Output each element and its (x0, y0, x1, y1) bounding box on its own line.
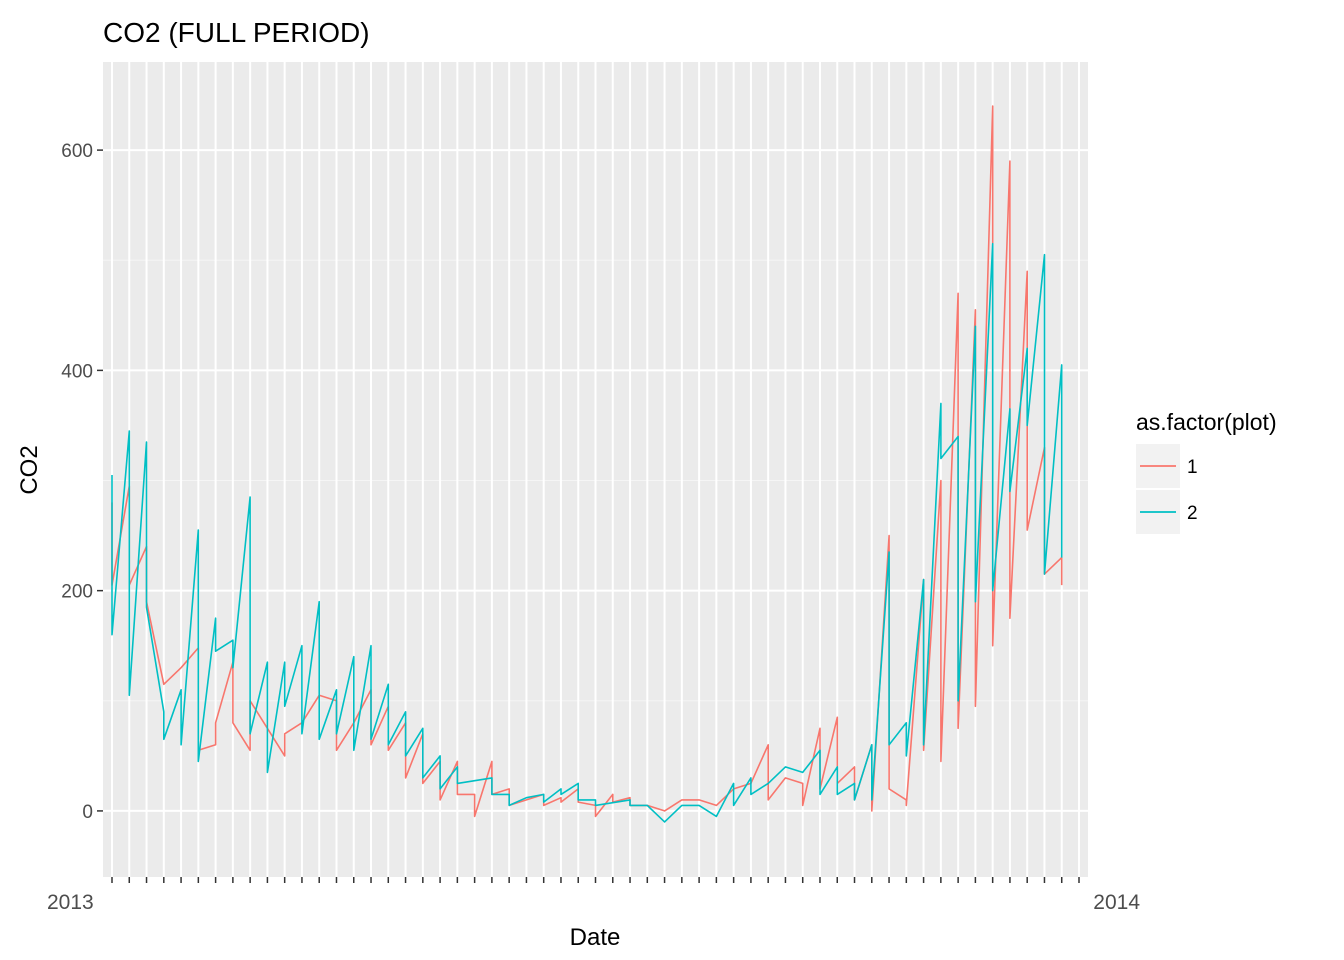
x-tick-label: 2013 (47, 891, 94, 914)
y-tick-label: 0 (82, 802, 93, 823)
legend-label-2: 2 (1187, 503, 1198, 524)
chart-title: CO2 (FULL PERIOD) (103, 17, 370, 48)
y-tick-label: 600 (61, 141, 93, 162)
legend-label-1: 1 (1187, 457, 1198, 478)
legend-title: as.factor(plot) (1136, 409, 1277, 435)
y-axis: 0 200 400 600 (61, 141, 103, 823)
x-tick-label: 2014 (1093, 891, 1140, 914)
y-tick-label: 200 (61, 582, 93, 603)
series-line-2 (111, 242, 1063, 823)
y-tick-label: 400 (61, 361, 93, 382)
legend: as.factor(plot) 1 2 (1136, 409, 1277, 534)
x-axis: 2013 2014 (47, 877, 1140, 914)
y-axis-label: CO2 (16, 445, 43, 494)
series-line-1 (111, 105, 1063, 818)
x-axis-label: Date (570, 924, 621, 951)
series-layer (111, 105, 1063, 823)
